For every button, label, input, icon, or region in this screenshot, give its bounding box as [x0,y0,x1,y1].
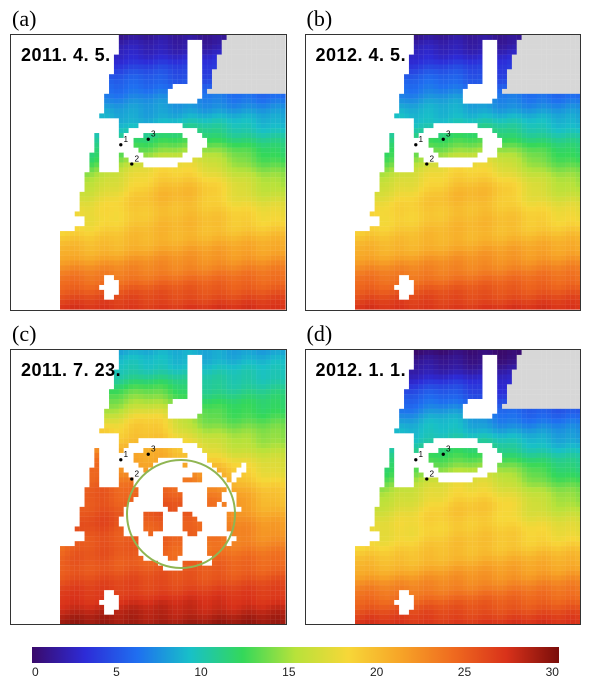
sst-map: 123 [306,350,581,625]
panel-letter: (a) [12,8,287,30]
panel-b: (b) 1232012. 4. 5. [305,8,582,311]
colorbar-tick: 15 [282,665,295,679]
figure-root: (a)1232011. 4. 5.(b)1232012. 4. 5.(c)123… [0,0,591,689]
panel-letter: (b) [307,8,582,30]
colorbar-tick: 5 [113,665,120,679]
colorbar-tick: 0 [32,665,39,679]
colorbar-container: 0 5 10 15 20 25 30 [10,647,581,679]
svg-text:3: 3 [151,130,156,139]
sst-map: 123 [11,350,286,625]
colorbar-ticks: 0 5 10 15 20 25 30 [32,665,559,679]
date-label: 2012. 1. 1. [316,360,407,381]
panel-d: (d) 1232012. 1. 1. [305,323,582,626]
date-label: 2012. 4. 5. [316,45,407,66]
sst-map: 1 2 3 [11,35,286,310]
date-label: 2011. 7. 23. [21,360,121,381]
panel-grid: (a)1232011. 4. 5.(b)1232012. 4. 5.(c)123… [10,8,581,625]
date-label: 2011. 4. 5. [21,45,111,66]
colorbar-tick: 25 [458,665,471,679]
panel-c: (c) 1232011. 7. 23. [10,323,287,626]
panel-frame: 1232012. 1. 1. [305,349,582,626]
sst-map: 123 [306,35,581,310]
colorbar-tick: 30 [546,665,559,679]
panel-frame: 1232012. 4. 5. [305,34,582,311]
panel-letter: (c) [12,323,287,345]
panel-frame: 1232011. 7. 23. [10,349,287,626]
colorbar [32,647,559,663]
svg-text:2: 2 [135,154,140,163]
panel-letter: (d) [307,323,582,345]
panel-frame: 1 2 3 2011. 4. 5. [10,34,287,311]
colorbar-tick: 20 [370,665,383,679]
svg-text:1: 1 [124,135,129,144]
panel-a: (a) 1 2 3 2011. 4. 5. [10,8,287,311]
colorbar-tick: 10 [194,665,207,679]
